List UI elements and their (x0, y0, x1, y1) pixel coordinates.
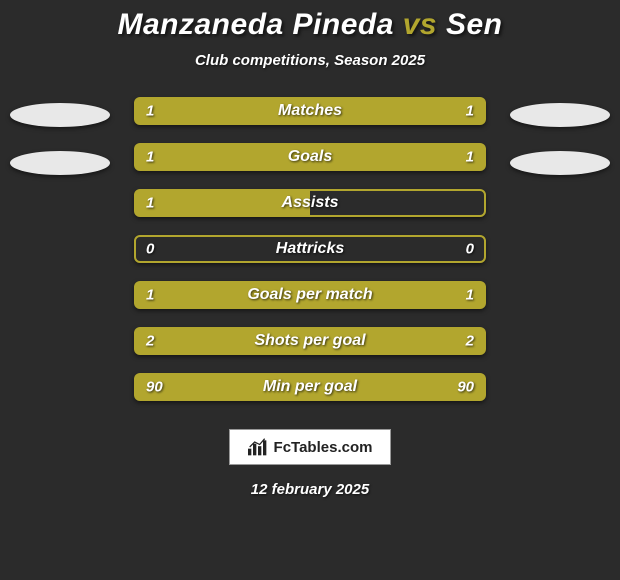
stat-row: 1 Goals per match 1 (134, 281, 486, 309)
placeholder-oval (510, 151, 610, 175)
stat-row: 1 Goals 1 (134, 143, 486, 171)
title-vs: vs (403, 8, 437, 41)
stat-label: Goals per match (247, 286, 372, 304)
footer: FcTables.com 12 february 2025 (229, 429, 392, 498)
title-player2: Sen (446, 8, 503, 41)
page-title: Manzaneda Pineda vs Sen (118, 8, 503, 42)
left-ovals (10, 97, 110, 175)
right-ovals (510, 97, 610, 175)
stat-left-value: 0 (146, 241, 154, 258)
stat-right-value: 2 (466, 333, 474, 350)
stat-row: 1 Assists (134, 189, 486, 217)
stat-right-value: 1 (466, 287, 474, 304)
stat-row: 90 Min per goal 90 (134, 373, 486, 401)
stat-left-value: 1 (146, 149, 154, 166)
date-text: 12 february 2025 (251, 481, 369, 498)
stat-right-value: 0 (466, 241, 474, 258)
stat-left-value: 1 (146, 103, 154, 120)
stat-label: Matches (278, 102, 342, 120)
stat-label: Shots per goal (254, 332, 365, 350)
stat-left-value: 90 (146, 379, 163, 396)
stat-row: 1 Matches 1 (134, 97, 486, 125)
stat-left-value: 1 (146, 195, 154, 212)
bars-icon (248, 438, 268, 456)
stat-label: Assists (282, 194, 339, 212)
comparison-infographic: Manzaneda Pineda vs Sen Club competition… (0, 0, 620, 580)
stat-label: Goals (288, 148, 332, 166)
stat-bars: 1 Matches 1 1 Goals 1 1 Assists 0 Hattricks 0 1 Goal… (134, 97, 486, 401)
stat-row: 2 Shots per goal 2 (134, 327, 486, 355)
stats-area: 1 Matches 1 1 Goals 1 1 Assists 0 Hattricks 0 1 Goal… (0, 97, 620, 401)
subtitle: Club competitions, Season 2025 (195, 52, 425, 69)
stat-label: Hattricks (276, 240, 344, 258)
placeholder-oval (10, 103, 110, 127)
stat-left-value: 2 (146, 333, 154, 350)
stat-right-value: 1 (466, 103, 474, 120)
stat-label: Min per goal (263, 378, 357, 396)
placeholder-oval (510, 103, 610, 127)
logo-box: FcTables.com (229, 429, 392, 465)
stat-row: 0 Hattricks 0 (134, 235, 486, 263)
stat-right-value: 90 (457, 379, 474, 396)
stat-left-value: 1 (146, 287, 154, 304)
stat-right-value: 1 (466, 149, 474, 166)
logo-text: FcTables.com (274, 439, 373, 456)
placeholder-oval (10, 151, 110, 175)
title-player1: Manzaneda Pineda (118, 8, 394, 41)
